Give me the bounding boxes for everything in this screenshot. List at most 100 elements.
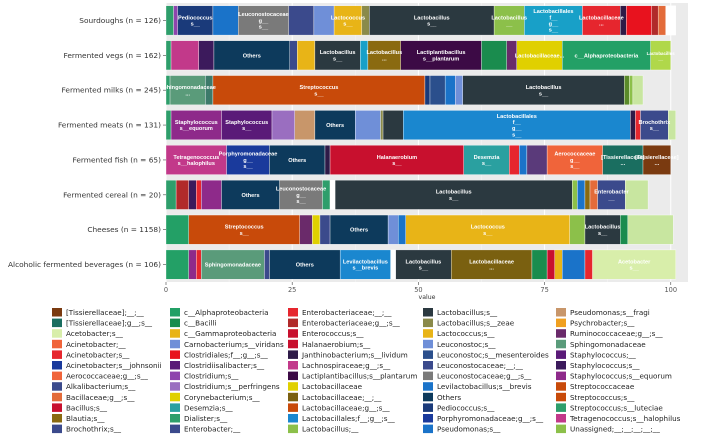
bar-segment bbox=[403, 110, 631, 140]
x-axis-ticks: 0 25 50 75 100 bbox=[164, 282, 677, 294]
legend-swatch bbox=[52, 392, 62, 402]
legend-label: Aerococcaceae;g__;s__ bbox=[66, 372, 148, 381]
category-label: Alcoholic fermented beverages (n = 106) bbox=[8, 260, 161, 269]
legend-label: Clostridiales;f__;g__;s__ bbox=[184, 350, 268, 359]
bar-segment bbox=[333, 5, 363, 36]
legend-swatch bbox=[423, 318, 433, 328]
bar-segment bbox=[625, 179, 649, 210]
bar-segment bbox=[463, 145, 510, 175]
legend-item: Staphylococcus;s__equorum bbox=[556, 371, 672, 381]
segment-label: Lactobacillaceae... bbox=[469, 259, 514, 271]
x-tick-label: 50 bbox=[414, 286, 422, 294]
legend-item: Blautia;s__ bbox=[52, 414, 105, 423]
category-label: Fermented vegs (n = 162) bbox=[64, 51, 162, 60]
legend-label: Enterobacter;__ bbox=[184, 425, 241, 434]
legend-swatch bbox=[423, 424, 433, 434]
legend-swatch bbox=[556, 371, 566, 381]
bar-segment bbox=[329, 145, 464, 175]
bar-segment bbox=[169, 75, 206, 106]
legend-label: Lactobacillus;s__zeae bbox=[437, 319, 515, 328]
legend-swatch bbox=[170, 318, 180, 328]
legend-item: Lactobacillus;s__ bbox=[423, 308, 498, 317]
legend-label: Staphylococcus;s__equorum bbox=[570, 372, 672, 381]
bar-segment bbox=[569, 214, 586, 245]
legend-swatch bbox=[423, 329, 433, 338]
legend-label: Alkalibacterium;s__ bbox=[66, 382, 136, 391]
legend-swatch bbox=[288, 318, 298, 328]
legend-swatch bbox=[288, 329, 298, 338]
bar-segment bbox=[314, 110, 356, 140]
legend-item: Enterobacter;__ bbox=[170, 424, 241, 434]
bar-segment bbox=[165, 5, 174, 36]
bar-segment bbox=[642, 145, 671, 175]
segment-label: Acetobacter s__ bbox=[618, 259, 651, 271]
legend-label: Brochothrix;s__ bbox=[66, 425, 121, 434]
legend-swatch bbox=[170, 392, 180, 402]
bar-segment bbox=[212, 75, 426, 106]
legend-item: Lactobacillaceae;__;__ bbox=[288, 392, 382, 402]
segment-label: Others bbox=[288, 158, 306, 164]
legend-label: Others bbox=[437, 393, 461, 402]
legend-item: Ruminococcaceae;g__;s__ bbox=[556, 329, 663, 338]
segment-label: Lactobacillus... bbox=[366, 50, 402, 62]
legend-swatch bbox=[170, 382, 180, 391]
legend-item: Levilactobacillus;s__brevis bbox=[423, 382, 532, 391]
bar-segment bbox=[424, 75, 431, 106]
legend-label: Desemzia;s__ bbox=[184, 403, 233, 412]
bar-segment bbox=[238, 5, 289, 36]
bar-segment bbox=[213, 40, 290, 71]
bar-segment bbox=[329, 179, 336, 210]
legend-item: Others bbox=[423, 392, 461, 402]
legend-label: Staphylococcus;__ bbox=[570, 350, 636, 359]
legend-swatch bbox=[556, 414, 566, 423]
legend-item: Enterobacteriaceae;g__;s__ bbox=[288, 318, 400, 328]
legend-item: Acinetobacter;s__johnsonii bbox=[52, 361, 162, 370]
segment-labels: Pediococcus s__ Leuconostocaceae g__ s__ Lact… bbox=[160, 9, 679, 272]
bar-segment bbox=[339, 249, 391, 280]
segment-label: Leuconostocaceae g__ s__ bbox=[276, 187, 326, 205]
legend-label: Tetragenococcus;s__halophilus bbox=[569, 414, 681, 423]
segment-label: Lactobacillaceae... bbox=[515, 53, 565, 59]
legend-item: Bacillaceae;g__;s__ bbox=[52, 392, 135, 402]
bar-segment bbox=[175, 179, 189, 210]
segment-label: Leuconostocaceae g__ s__ bbox=[238, 12, 288, 30]
bar-segment bbox=[264, 249, 270, 280]
bar-row bbox=[165, 145, 671, 175]
segment-label: Staphylococcus s__equorum bbox=[175, 120, 218, 132]
legend-item: Clostridiisalibacter;s__ bbox=[170, 361, 265, 370]
bar-segment bbox=[279, 179, 323, 210]
legend-swatch bbox=[52, 361, 62, 370]
bar-segment bbox=[173, 5, 178, 36]
bar-row bbox=[165, 75, 644, 106]
legend-swatch bbox=[170, 329, 180, 338]
legend-item: Enterobacteriaceae;__;__ bbox=[288, 308, 392, 317]
legend-swatch bbox=[52, 329, 62, 338]
bar-segment bbox=[668, 110, 676, 140]
legend-item: [Tissierellaceae];g__;s__ bbox=[52, 318, 152, 328]
bar-segment bbox=[405, 214, 570, 245]
legend-swatch bbox=[288, 392, 298, 402]
bar-segment bbox=[299, 214, 313, 245]
legend-swatch bbox=[423, 382, 433, 391]
legend-item: Lactobacillus;__ bbox=[288, 424, 359, 434]
legend-label: c__Alphaproteobacteria bbox=[184, 308, 269, 317]
segment-label: Porphyromonadaceae g__ s__ bbox=[219, 152, 278, 170]
legend-label: Clostridiisalibacter;s__ bbox=[184, 361, 265, 370]
legend-label: Ruminococcaceae;g__;s__ bbox=[570, 329, 663, 338]
legend-label: Lactococcus;s__ bbox=[437, 329, 495, 338]
category-label: Fermented milks (n = 245) bbox=[62, 86, 162, 95]
bar-segment bbox=[546, 145, 603, 175]
legend-label: Lachnospiraceae;g__;s__ bbox=[302, 361, 391, 370]
bar-row bbox=[165, 249, 676, 280]
legend-item: Pseudomonas;s__fragi bbox=[556, 308, 650, 317]
legend-swatch bbox=[52, 371, 62, 381]
legend-item: c__Bacilli bbox=[170, 318, 216, 328]
legend-item: Lactobacillus;s__zeae bbox=[423, 318, 515, 328]
legend-swatch bbox=[288, 424, 298, 434]
legend-item: Clostridium;s__ bbox=[170, 371, 239, 381]
bar-segment bbox=[297, 40, 316, 71]
bar-segment bbox=[188, 249, 197, 280]
legend-swatch bbox=[556, 382, 566, 391]
legend-label: Acinetobacter;s__johnsonii bbox=[66, 361, 162, 370]
bar-segment bbox=[165, 145, 227, 175]
